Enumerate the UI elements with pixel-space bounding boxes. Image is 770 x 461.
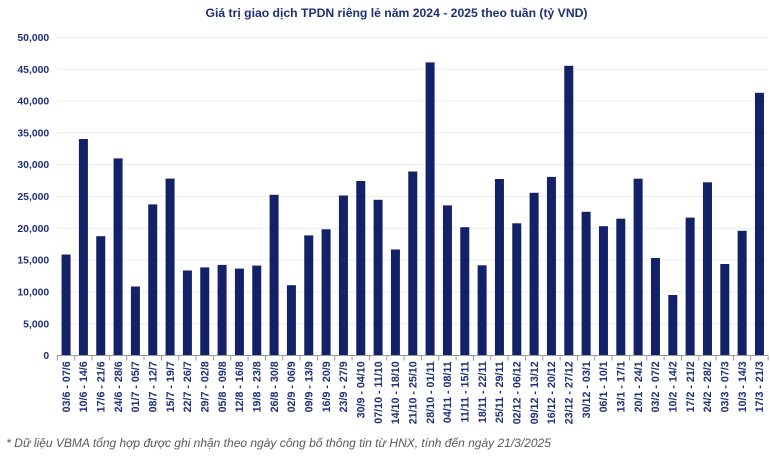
svg-text:18/11 - 22/11: 18/11 - 22/11 (477, 361, 489, 423)
svg-text:15/7 - 19/7: 15/7 - 19/7 (165, 361, 177, 412)
svg-text:Giá trị giao dịch TPDN riêng l: Giá trị giao dịch TPDN riêng lẻ năm 2024… (206, 6, 588, 20)
svg-text:09/12 - 13/12: 09/12 - 13/12 (529, 361, 541, 424)
svg-text:26/8 - 30/8: 26/8 - 30/8 (269, 361, 281, 412)
svg-text:40,000: 40,000 (17, 97, 49, 108)
svg-text:05/8 - 09/8: 05/8 - 09/8 (217, 361, 229, 412)
svg-text:35,000: 35,000 (17, 128, 49, 139)
svg-text:14/10 - 18/10: 14/10 - 18/10 (390, 361, 402, 424)
svg-text:17/3 - 21/3: 17/3 - 21/3 (754, 361, 766, 412)
svg-text:10/3 - 14/3: 10/3 - 14/3 (737, 361, 749, 412)
svg-text:30/12 - 03/1: 30/12 - 03/1 (581, 361, 593, 418)
svg-text:11/11 - 15/11: 11/11 - 15/11 (459, 361, 471, 422)
svg-text:50,000: 50,000 (17, 33, 49, 44)
svg-text:16/12 - 20/12: 16/12 - 20/12 (546, 361, 558, 424)
svg-text:5,000: 5,000 (23, 319, 49, 330)
svg-text:45,000: 45,000 (17, 65, 49, 76)
svg-text:01/7 - 05/7: 01/7 - 05/7 (130, 361, 142, 412)
svg-text:07/10 - 11/10: 07/10 - 11/10 (373, 361, 385, 423)
svg-text:19/8 - 23/8: 19/8 - 23/8 (251, 361, 263, 412)
svg-text:30/9 - 04/10: 30/9 - 04/10 (355, 361, 367, 418)
svg-text:20,000: 20,000 (17, 224, 49, 235)
svg-text:06/1 - 10/1: 06/1 - 10/1 (598, 361, 610, 412)
svg-text:10/6 - 14/6: 10/6 - 14/6 (78, 361, 90, 412)
svg-text:30,000: 30,000 (17, 160, 49, 171)
svg-text:03/6 - 07/6: 03/6 - 07/6 (61, 361, 73, 412)
svg-text:15,000: 15,000 (17, 256, 49, 267)
svg-text:22/7 - 26/7: 22/7 - 26/7 (182, 361, 194, 412)
svg-text:03/2 - 07/2: 03/2 - 07/2 (650, 361, 662, 412)
svg-text:08/7 - 12/7: 08/7 - 12/7 (147, 361, 159, 412)
svg-text:04/11 - 08/11: 04/11 - 08/11 (442, 361, 454, 423)
svg-text:02/9 - 06/9: 02/9 - 06/9 (286, 361, 298, 412)
svg-text:24/6 - 28/6: 24/6 - 28/6 (113, 361, 125, 412)
svg-text:23/12 - 27/12: 23/12 - 27/12 (563, 361, 575, 424)
svg-text:10,000: 10,000 (17, 288, 49, 299)
svg-text:20/1 - 24/1: 20/1 - 24/1 (633, 361, 645, 412)
svg-text:21/10 - 25/10: 21/10 - 25/10 (407, 361, 419, 424)
svg-text:17/2 - 21/2: 17/2 - 21/2 (685, 361, 697, 412)
svg-text:25/11 - 29/11: 25/11 - 29/11 (494, 361, 506, 423)
svg-text:02/12 - 06/12: 02/12 - 06/12 (511, 361, 523, 424)
svg-text:25,000: 25,000 (17, 192, 49, 203)
svg-text:* Dữ liệu VBMA tổng hợp được g: * Dữ liệu VBMA tổng hợp được ghi nhận th… (6, 436, 551, 450)
svg-text:29/7 - 02/8: 29/7 - 02/8 (199, 361, 211, 412)
svg-text:24/2 - 28/2: 24/2 - 28/2 (702, 361, 714, 412)
svg-text:0: 0 (43, 351, 49, 362)
svg-text:10/2 - 14/2: 10/2 - 14/2 (667, 361, 679, 412)
svg-text:23/9 - 27/9: 23/9 - 27/9 (338, 361, 350, 412)
svg-text:17/6 - 21/6: 17/6 - 21/6 (95, 361, 107, 412)
svg-text:03/3 - 07/3: 03/3 - 07/3 (720, 361, 732, 412)
svg-text:09/9 - 13/9: 09/9 - 13/9 (303, 361, 315, 412)
svg-text:13/1 - 17/1: 13/1 - 17/1 (615, 361, 627, 412)
svg-text:16/9 - 20/9: 16/9 - 20/9 (321, 361, 333, 412)
svg-text:12/8 - 16/8: 12/8 - 16/8 (234, 361, 246, 412)
svg-text:28/10 - 01/11: 28/10 - 01/11 (425, 361, 437, 423)
